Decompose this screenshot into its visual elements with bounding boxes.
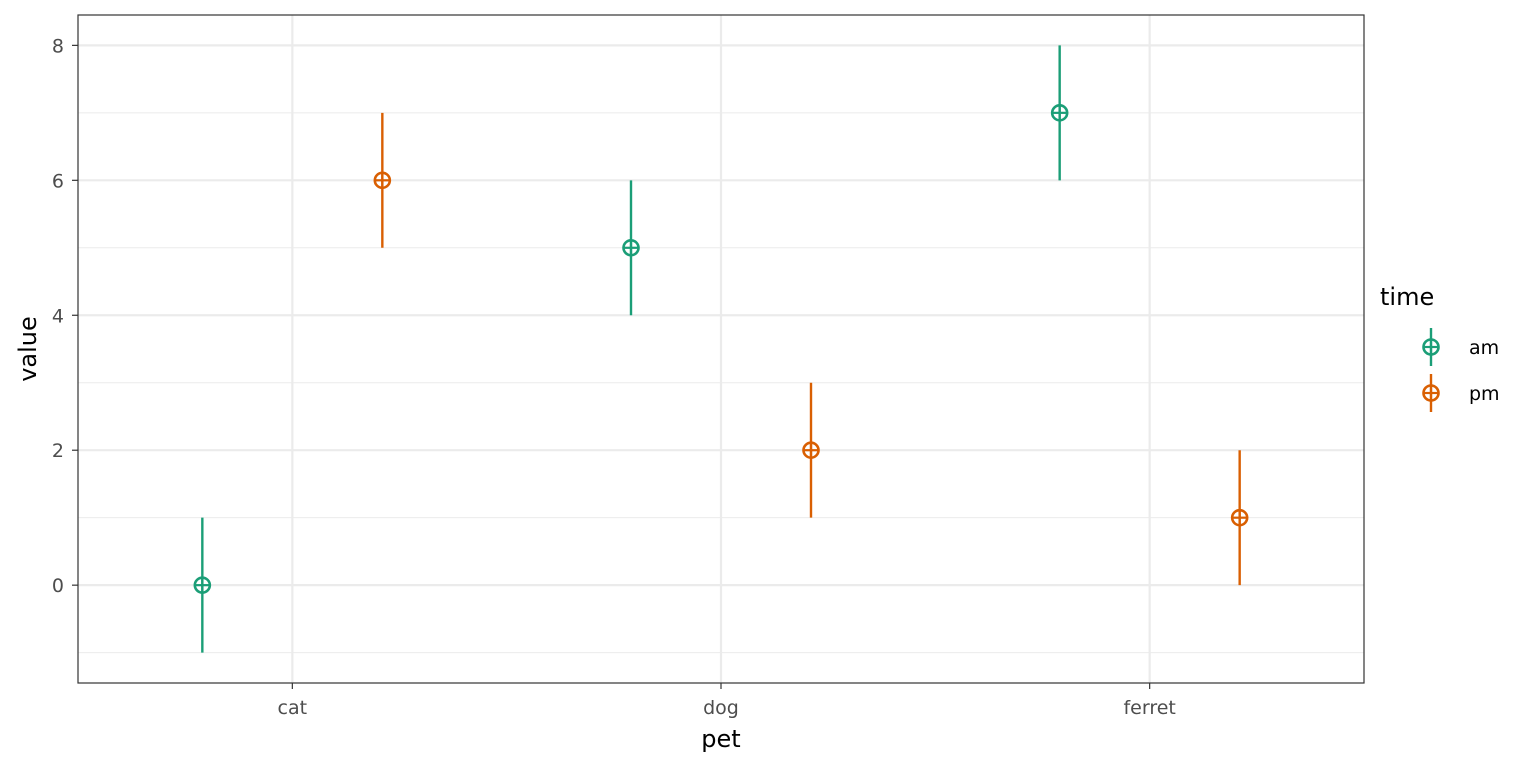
x-axis: cat dog ferret <box>278 683 1176 719</box>
y-axis: 0 2 4 6 8 <box>52 35 78 597</box>
legend-label-am: am <box>1469 337 1499 359</box>
y-tick-label: 0 <box>52 575 64 597</box>
y-tick-label: 6 <box>52 170 64 192</box>
point-am-ferret <box>1050 104 1069 122</box>
legend-key-point-am <box>1422 338 1440 356</box>
y-tick-label: 4 <box>52 305 64 327</box>
point-am-cat <box>193 576 212 594</box>
y-tick-label: 2 <box>52 440 64 462</box>
chart-marks <box>193 45 1249 653</box>
point-pm-dog <box>802 441 820 460</box>
legend-label-pm: pm <box>1469 383 1500 405</box>
grid <box>78 15 1364 683</box>
legend-key-point-pm <box>1422 384 1440 402</box>
point-pm-cat <box>373 171 392 190</box>
y-axis-title: value <box>14 316 42 382</box>
legend-title: time <box>1380 283 1434 311</box>
point-pm-ferret <box>1230 508 1249 527</box>
x-tick-label: ferret <box>1123 697 1175 719</box>
y-tick-label: 8 <box>52 35 64 57</box>
x-tick-label: cat <box>278 697 308 719</box>
x-axis-title: pet <box>701 725 740 753</box>
point-am-dog <box>622 238 640 257</box>
x-tick-label: dog <box>703 697 739 719</box>
legend: time am pm <box>1380 283 1500 412</box>
